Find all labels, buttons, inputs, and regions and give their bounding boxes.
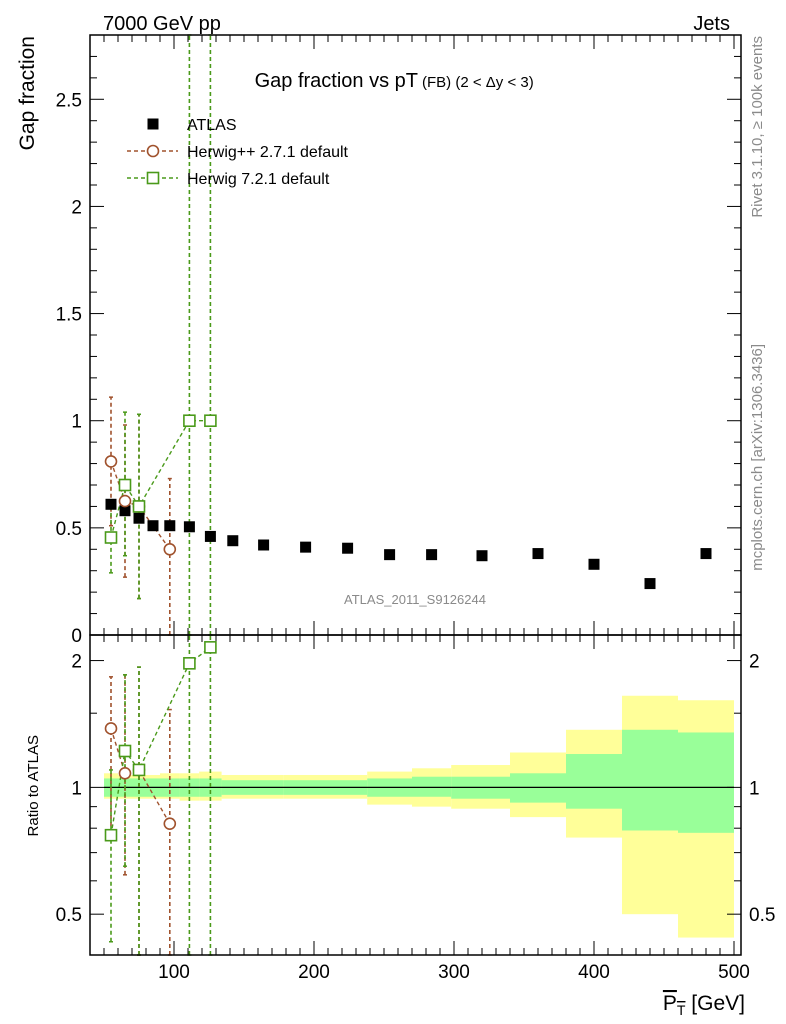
herwigpp-ratio-line bbox=[110, 728, 171, 825]
herwigpp-point bbox=[104, 455, 118, 468]
main-ytick-label: 1 bbox=[71, 412, 82, 433]
herwig7-point bbox=[204, 414, 217, 428]
atlas-point bbox=[133, 512, 145, 524]
energy-label: 7000 GeV pp bbox=[103, 13, 221, 35]
herwig7-point bbox=[118, 478, 132, 492]
uncertainty-band-inner bbox=[678, 732, 734, 833]
legend-marker bbox=[146, 144, 160, 158]
ratio-ytick-label-left: 0.5 bbox=[56, 905, 82, 926]
herwig7-ratio-point bbox=[204, 641, 217, 654]
atlas-point bbox=[342, 542, 354, 554]
herwigpp-point bbox=[118, 494, 132, 508]
atlas-point bbox=[476, 550, 488, 562]
legend-label: Herwig 7.2.1 default bbox=[187, 171, 330, 188]
herwigpp-ratio-point bbox=[163, 817, 177, 830]
main-ytick-label: 1.5 bbox=[56, 305, 82, 326]
ratio-ytick-label-right: 0.5 bbox=[749, 905, 775, 926]
atlas-point bbox=[258, 539, 270, 551]
atlas-point bbox=[183, 521, 195, 533]
process-label: Jets bbox=[693, 13, 730, 35]
atlas-point bbox=[700, 548, 712, 560]
legend-marker bbox=[147, 118, 159, 130]
atlas-point bbox=[119, 505, 131, 517]
atlas-point bbox=[204, 530, 216, 542]
atlas-point bbox=[105, 498, 117, 510]
ratio-ytick-label-right: 1 bbox=[749, 778, 760, 799]
uncertainty-band-inner bbox=[412, 776, 452, 797]
ratio-ytick-label-right: 2 bbox=[749, 652, 760, 673]
ratio-plot-area: 0.5 0.5 1 1 2 2 100 200 300 400 500 bbox=[56, 634, 775, 983]
uncertainty-band-inner bbox=[566, 754, 622, 809]
herwigpp-ratio-point bbox=[118, 766, 132, 780]
atlas-point bbox=[426, 549, 438, 561]
atlas-point bbox=[164, 520, 176, 532]
atlas-point bbox=[588, 558, 600, 570]
main-ytick-label: 2 bbox=[71, 197, 82, 218]
herwig7-ratio-point bbox=[132, 763, 146, 777]
ratio-ylabel: Ratio to ATLAS bbox=[25, 735, 42, 836]
legend: ATLAS Herwig++ 2.7.1 default Herwig 7.2.1 … bbox=[127, 117, 349, 188]
ratio-xtick-label: 400 bbox=[578, 962, 610, 983]
main-ytick-label: 0 bbox=[71, 626, 82, 647]
legend-label: ATLAS bbox=[187, 117, 237, 134]
main-subtitle: (FB) (2 < Δy < 3) bbox=[422, 74, 534, 91]
analysis-label: ATLAS_2011_S9126244 bbox=[344, 592, 486, 607]
herwigpp-ratio-point bbox=[104, 722, 118, 735]
main-ylabel: Gap fraction bbox=[16, 36, 39, 150]
main-ytick-label: 2.5 bbox=[56, 90, 82, 111]
ratio-xlabel: PT [GeV] bbox=[663, 992, 745, 1018]
ratio-frame bbox=[89, 634, 742, 956]
herwig7-point bbox=[183, 414, 196, 428]
ratio-xtick-label: 500 bbox=[718, 962, 750, 983]
ratio-panel: 0.5 0.5 1 1 2 2 100 200 300 400 500 bbox=[56, 634, 775, 983]
main-panel: 0 0.5 1 1.5 2 2.5 Gap fraction vs pT (FB) (2 … bbox=[56, 34, 741, 647]
herwig7-ratio-point bbox=[183, 657, 196, 670]
main-ytick-label: 0.5 bbox=[56, 519, 82, 540]
herwig7-ratio-point bbox=[118, 744, 132, 758]
ratio-ytick-label-left: 1 bbox=[71, 778, 82, 799]
herwigpp-point bbox=[163, 542, 177, 556]
atlas-point bbox=[644, 578, 656, 590]
atlas-point bbox=[300, 541, 312, 553]
ratio-xtick-label: 300 bbox=[438, 962, 470, 983]
ratio-xtick-label: 200 bbox=[298, 962, 330, 983]
ratio-xtick-label: 100 bbox=[158, 962, 190, 983]
atlas-point bbox=[532, 548, 544, 560]
atlas-point bbox=[147, 520, 159, 532]
atlas-point bbox=[384, 549, 396, 561]
herwig7-ratio-point bbox=[104, 828, 118, 842]
herwig7-point bbox=[104, 531, 118, 544]
main-title: Gap fraction vs pT bbox=[255, 70, 418, 92]
herwig7-point bbox=[132, 500, 146, 513]
rivet-label: Rivet 3.1.10, ≥ 100k events bbox=[749, 36, 766, 218]
legend-label: Herwig++ 2.7.1 default bbox=[187, 144, 349, 161]
mcplots-label: mcplots.cern.ch [arXiv:1306.3436] bbox=[749, 344, 766, 571]
legend-marker bbox=[146, 171, 160, 185]
atlas-point bbox=[227, 535, 239, 547]
ratio-ytick-label-left: 2 bbox=[71, 652, 82, 673]
herwigpp-line bbox=[110, 461, 171, 550]
uncertainty-band-inner bbox=[622, 729, 678, 831]
